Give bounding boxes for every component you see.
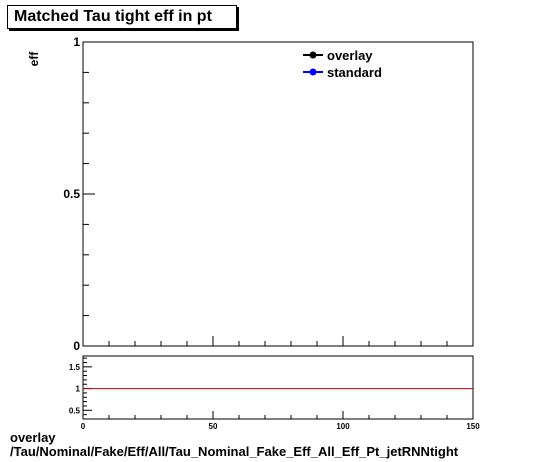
ratio-y-tick-label: 0.5 [69, 406, 81, 415]
legend: overlay standard [303, 48, 382, 80]
footer-line-2: /Tau/Nominal/Fake/Eff/All/Tau_Nominal_Fa… [10, 444, 459, 459]
footer-line-1: overlay [10, 430, 56, 445]
ratio-y-tick-label: 1.5 [69, 363, 81, 372]
legend-marker [309, 51, 317, 59]
x-tick-label: 50 [209, 422, 218, 431]
x-tick-label: 150 [466, 422, 480, 431]
ratio-y-tick-label: 1 [76, 385, 81, 394]
x-tick-label: 0 [81, 422, 86, 431]
ratio-plot-frame [82, 355, 474, 420]
legend-marker [309, 68, 317, 76]
legend-label-standard: standard [327, 65, 382, 80]
x-tick-label: 100 [336, 422, 350, 431]
y-tick-label: 1 [73, 35, 80, 49]
y-tick-label: 0 [73, 339, 80, 353]
chart-title: Matched Tau tight eff in pt [7, 5, 237, 29]
main-plot-frame [82, 41, 474, 347]
legend-label-overlay: overlay [327, 48, 373, 63]
ratio-plot: 0.5 1 1.5 0 50 100 150 [69, 355, 480, 431]
y-tick-label: 0.5 [63, 187, 80, 201]
main-plot: 00.51 [63, 35, 474, 353]
footer-caption: overlay /Tau/Nominal/Fake/Eff/All/Tau_No… [10, 431, 458, 459]
